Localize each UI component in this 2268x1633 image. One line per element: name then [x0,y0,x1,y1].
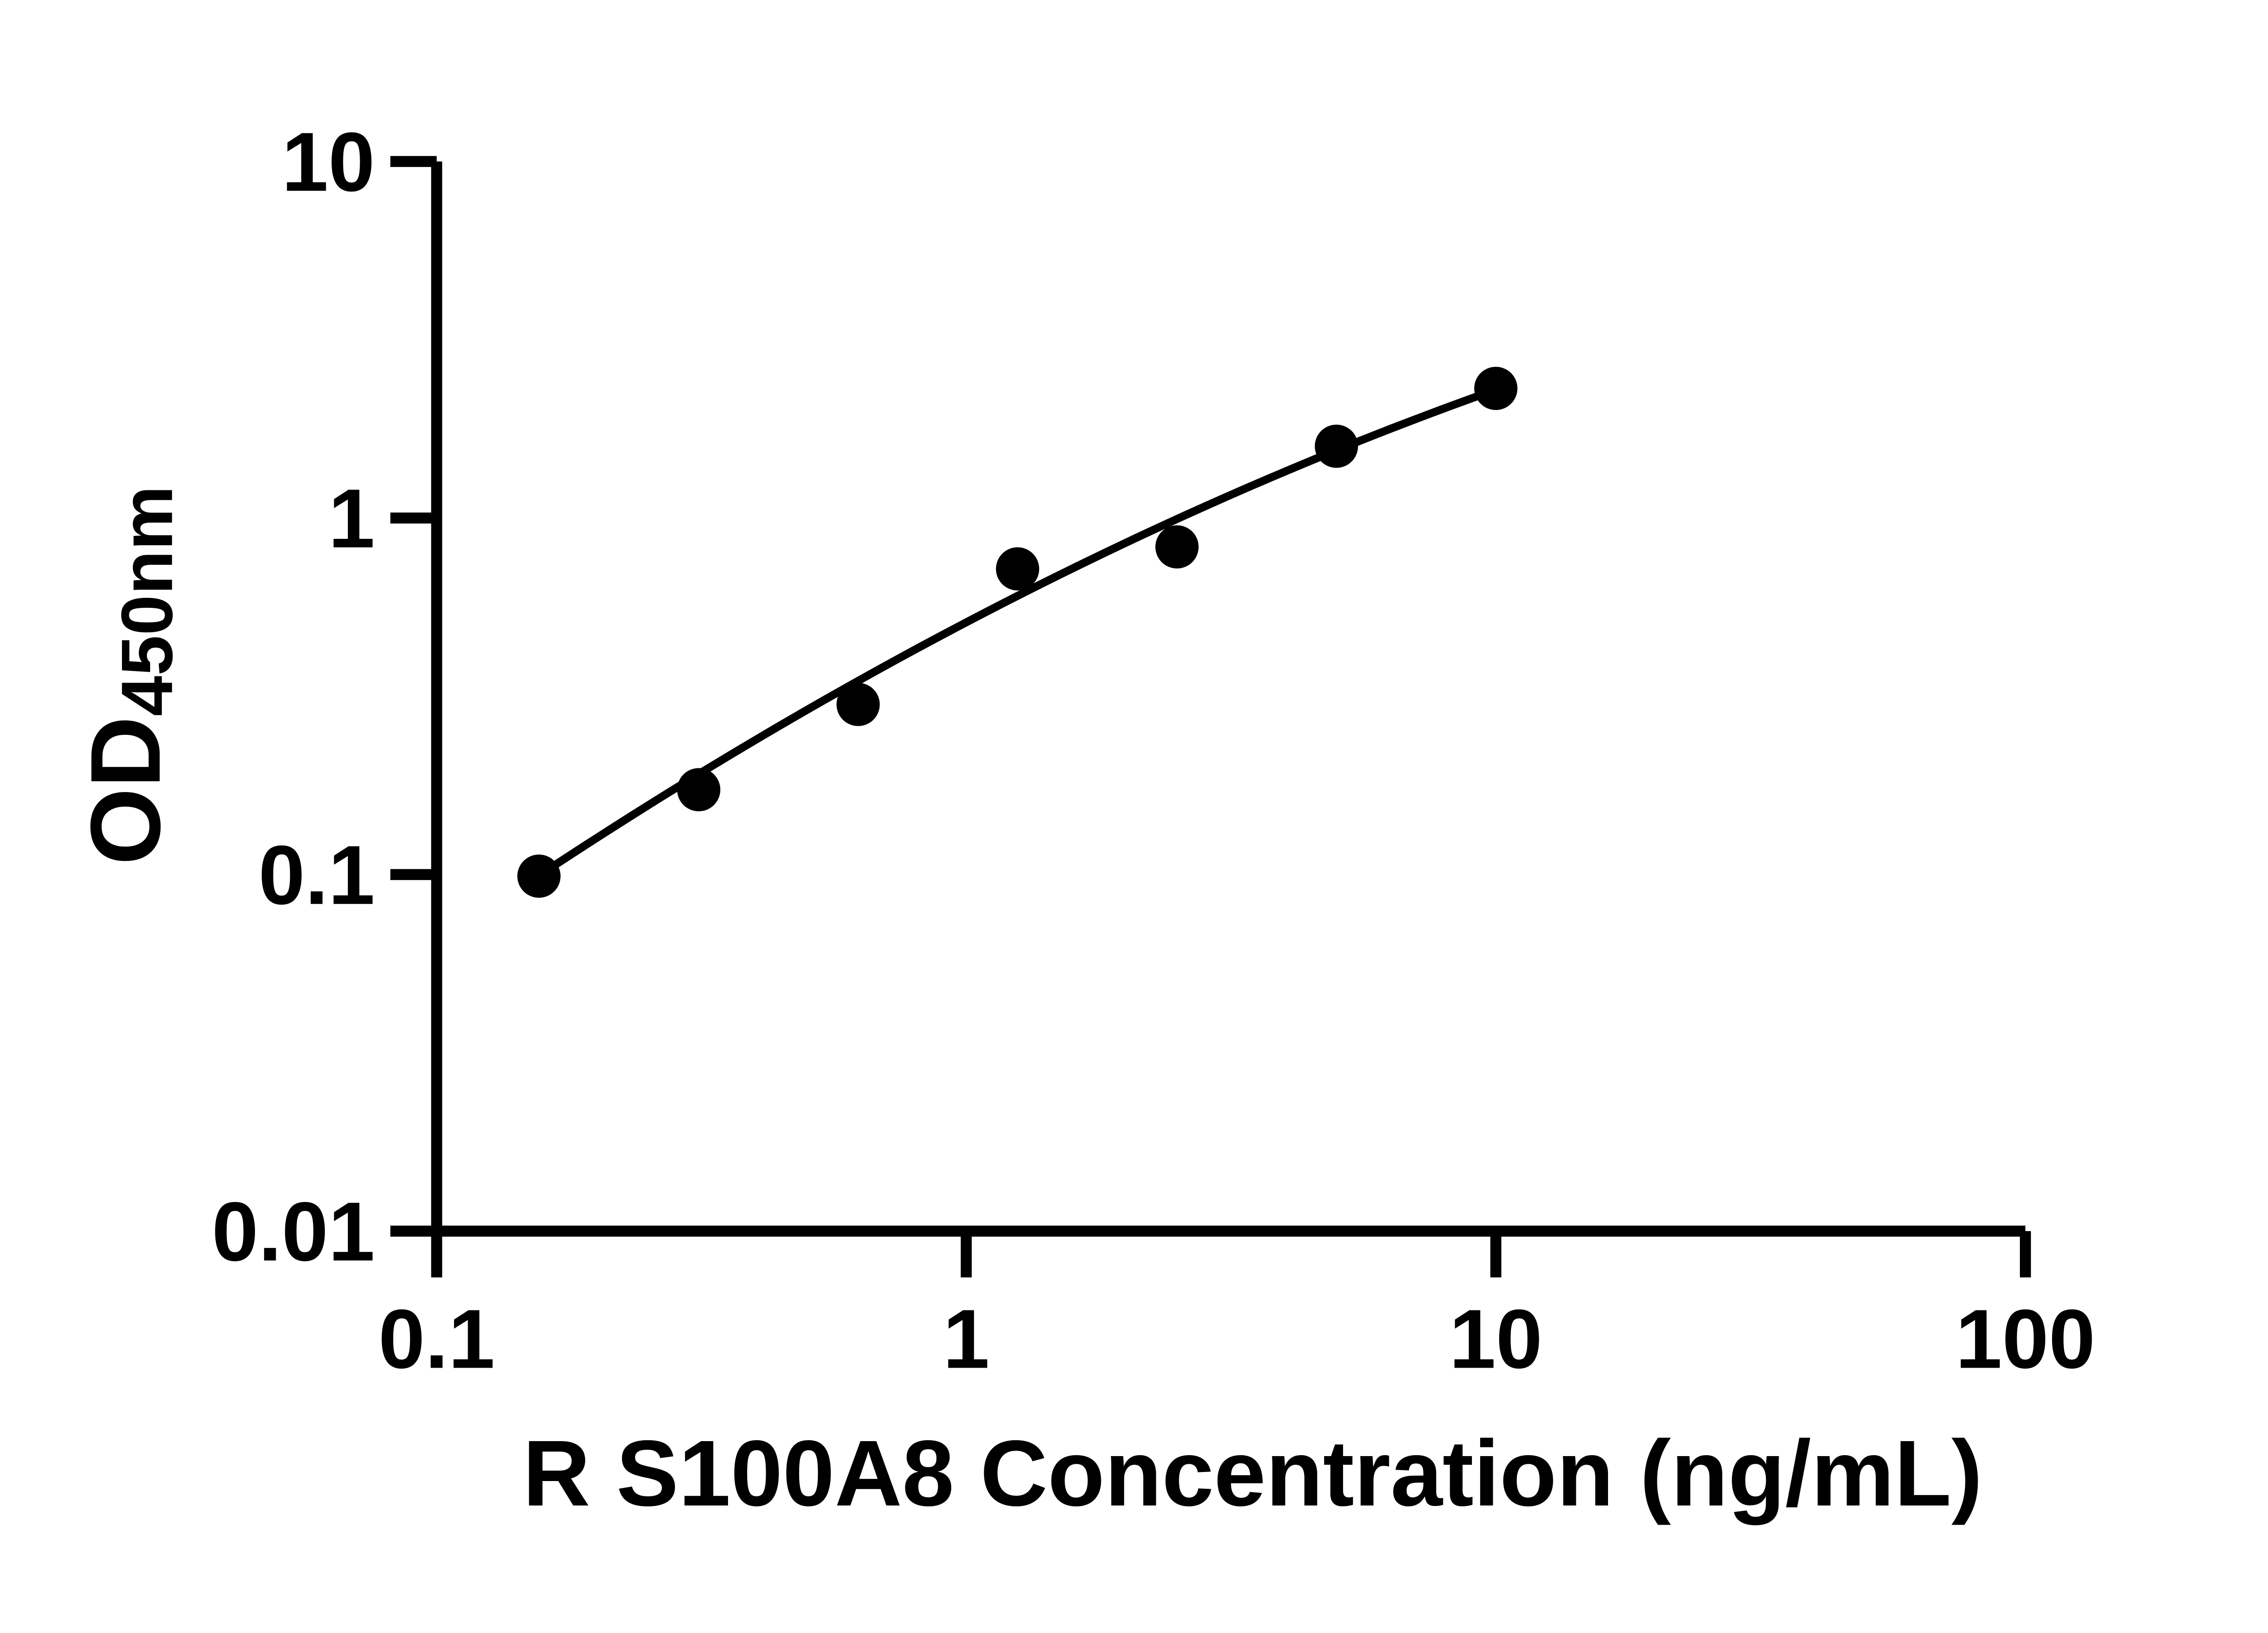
y-axis-title: OD450nm [70,486,187,865]
data-point-marker [1155,525,1199,569]
x-tick-label: 0.1 [378,1292,495,1386]
y-axis-title-subscript: 450nm [106,486,187,716]
x-axis-title: R S100A8 Concentration (ng/mL) [523,1421,1982,1525]
y-tick-label: 0.1 [259,829,375,922]
x-tick-label: 1 [943,1292,990,1386]
x-tick-label: 10 [1449,1292,1543,1386]
y-tick-label: 0.01 [212,1185,375,1279]
data-point-marker [1315,425,1358,468]
data-point-marker [517,854,561,898]
x-tick-label: 100 [1955,1292,2095,1386]
data-point-marker [677,768,721,812]
plot-background [0,22,2268,1611]
y-tick-label: 1 [328,472,375,566]
data-point-marker [836,683,880,726]
data-point-marker [1474,367,1518,410]
y-tick-label: 10 [282,116,375,209]
data-point-marker [996,547,1039,591]
y-axis-title-main: OD [70,716,181,865]
